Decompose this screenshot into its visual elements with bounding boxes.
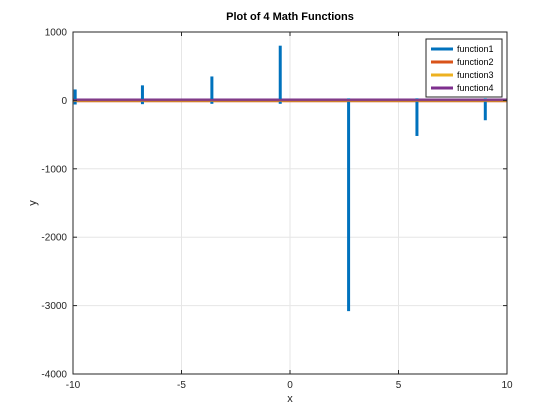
y-tick-label: -1000 xyxy=(41,164,67,175)
legend-label-function4: function4 xyxy=(457,83,494,93)
y-tick-label: -4000 xyxy=(41,370,67,381)
axes xyxy=(72,31,508,375)
y-axis-label: y xyxy=(27,200,39,206)
legend-label-function2: function2 xyxy=(457,57,494,67)
y-tick-label: -2000 xyxy=(41,233,67,244)
y-tick-label: -3000 xyxy=(41,301,67,312)
x-tick-label: 5 xyxy=(396,380,402,391)
x-tick-label: -10 xyxy=(66,380,81,391)
legend-label-function1: function1 xyxy=(457,44,494,54)
x-tick-label: -5 xyxy=(177,380,186,391)
tick-labels: -10 -5 0 5 10 1000 0 -1000 -2000 -3000 -4000 xyxy=(41,28,513,392)
x-tick-label: 0 xyxy=(287,380,293,391)
x-tick-label: 10 xyxy=(501,380,513,391)
series-layer xyxy=(73,45,507,312)
x-axis-label: x xyxy=(287,393,293,405)
y-tick-label: 0 xyxy=(61,96,67,107)
y-tick-label: 1000 xyxy=(45,28,68,39)
legend-label-function3: function3 xyxy=(457,70,494,80)
legend: function1 function2 function3 function4 xyxy=(425,38,503,98)
chart-title: Plot of 4 Math Functions xyxy=(226,11,354,23)
